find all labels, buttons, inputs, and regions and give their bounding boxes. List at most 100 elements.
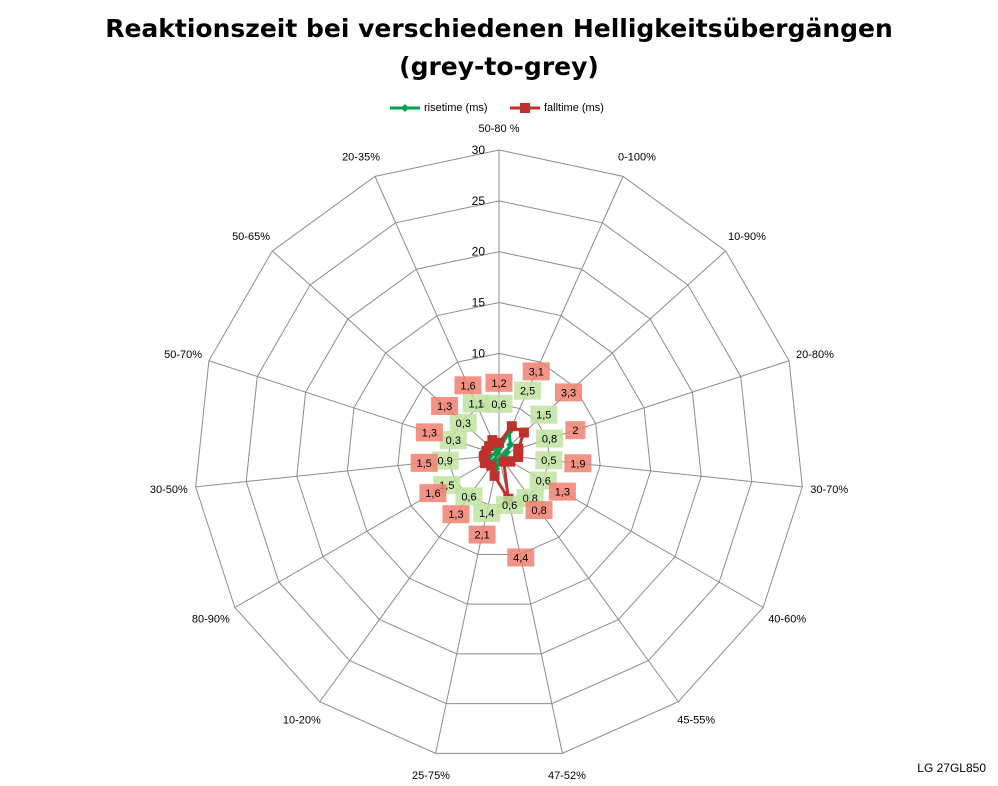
legend-risetime-label: risetime (ms) [424, 102, 488, 114]
data-label-box [525, 501, 553, 520]
category-labels: 50-80 % 0-100% 10-90% 20-80% 30-70% 40-60% 45-… [150, 123, 848, 782]
data-point [513, 443, 524, 454]
category-label: 20-35% [342, 151, 380, 163]
data-label-box [449, 413, 477, 432]
data-label: 0,8 [531, 505, 546, 517]
data-point [506, 421, 517, 432]
radial-tick-label: 25 [472, 194, 486, 208]
data-label: 1,9 [570, 458, 585, 470]
category-label: 50-65% [232, 231, 270, 243]
data-label-box [431, 397, 459, 416]
data-label: 1,6 [460, 380, 475, 392]
category-label: 40-60% [768, 614, 806, 626]
data-point [484, 441, 495, 452]
radial-tick-label: 15 [472, 296, 486, 310]
category-label: 50-70% [164, 349, 202, 361]
grid-ring-20 [296, 251, 702, 655]
data-point [505, 456, 516, 467]
data-label-box [522, 362, 550, 381]
category-label: 30-70% [810, 484, 848, 496]
data-label: 1,4 [479, 508, 494, 520]
data-label: 0,8 [542, 434, 557, 446]
data-label: 2,1 [474, 530, 489, 542]
category-label: 25-75% [412, 770, 450, 782]
data-label-box [565, 421, 586, 440]
category-label: 30-50% [150, 484, 188, 496]
data-label-box [555, 383, 583, 402]
data-label-box [496, 495, 524, 514]
chart-title-line1: Reaktionszeit bei verschiedenen Helligke… [105, 14, 893, 43]
data-label-box [468, 525, 496, 544]
category-label: 80-90% [192, 614, 230, 626]
radial-tick-label: 30 [472, 143, 486, 157]
data-point [487, 435, 498, 446]
data-label: 1,3 [448, 509, 463, 521]
legend-risetime-marker-icon [390, 104, 420, 112]
data-label: 2 [572, 425, 578, 437]
model-label: LG 27GL850 [917, 761, 986, 775]
category-label: 45-55% [677, 715, 715, 727]
chart-title: Reaktionszeit bei verschiedenen Helligke… [0, 10, 998, 86]
data-point [489, 470, 500, 481]
grid-ring-25 [245, 200, 753, 705]
data-point [506, 440, 515, 449]
data-label: 1,3 [437, 401, 452, 413]
data-point [513, 452, 524, 463]
grid-spoke [498, 176, 624, 456]
data-label-box [419, 484, 447, 503]
data-label: 0,6 [491, 399, 506, 411]
data-label: 1,3 [422, 427, 437, 439]
data-label: 1,3 [555, 487, 570, 499]
data-label: 3,1 [529, 366, 544, 378]
radial-tick-label: 20 [472, 245, 486, 259]
data-label-box [536, 429, 564, 448]
data-label: 1,1 [468, 399, 483, 411]
category-label: 0-100% [618, 151, 656, 163]
grid-spoke [498, 250, 726, 456]
data-label-box [415, 423, 443, 442]
data-label: 0,3 [446, 435, 461, 447]
data-label-box [455, 487, 483, 506]
category-label: 20-80% [796, 349, 834, 361]
data-label-box [530, 405, 558, 424]
data-point [486, 460, 497, 471]
data-label: 4,4 [513, 552, 528, 564]
data-label: 0,6 [502, 500, 517, 512]
data-label-box [564, 454, 592, 473]
data-point [492, 448, 501, 457]
data-label-box [462, 394, 490, 413]
data-label: 0,6 [536, 476, 551, 488]
legend-falltime-label: falltime (ms) [544, 102, 604, 114]
data-label-box [507, 548, 535, 567]
data-label-box [439, 431, 467, 450]
data-point [479, 458, 490, 469]
data-label: 3,3 [561, 387, 576, 399]
data-label: 1,5 [417, 458, 432, 470]
data-label-box [485, 394, 513, 413]
grid-ring-10 [397, 352, 601, 555]
data-label-box [485, 373, 513, 392]
data-point [494, 437, 504, 448]
data-point [498, 456, 509, 467]
legend-falltime-marker-icon [510, 103, 540, 113]
data-label: 0,5 [541, 455, 556, 467]
radial-tick-label: 10 [472, 346, 486, 360]
data-point [518, 427, 529, 438]
data-label: 0,6 [461, 491, 476, 503]
data-label-box [514, 381, 542, 400]
data-label: 2,5 [520, 386, 535, 398]
data-label: 0,3 [456, 418, 471, 430]
grid-ring-30 [195, 149, 803, 754]
data-point [478, 451, 489, 462]
data-label-box [442, 505, 470, 524]
data-label-box [548, 482, 576, 501]
category-label: 10-20% [283, 715, 321, 727]
data-label-box [454, 376, 482, 395]
data-label-box [473, 503, 501, 522]
data-label: 1,2 [491, 378, 506, 390]
data-labels-falltime: 1,2 3,1 3,3 2 1,9 1,3 0,8 4,4 2,1 1,3 1,6 1,5 1,3 1,3… [410, 362, 592, 567]
grid-ring-15 [346, 301, 652, 605]
data-label-box [410, 453, 438, 472]
category-label: 50-80 % [479, 123, 520, 135]
